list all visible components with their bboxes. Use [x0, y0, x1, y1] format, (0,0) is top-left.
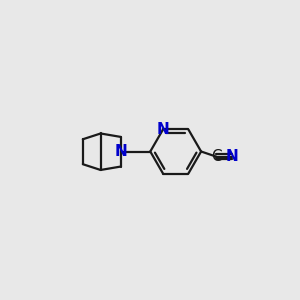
- Text: C: C: [211, 149, 221, 164]
- Text: N: N: [115, 144, 127, 159]
- Text: N: N: [157, 122, 169, 137]
- Text: N: N: [226, 149, 239, 164]
